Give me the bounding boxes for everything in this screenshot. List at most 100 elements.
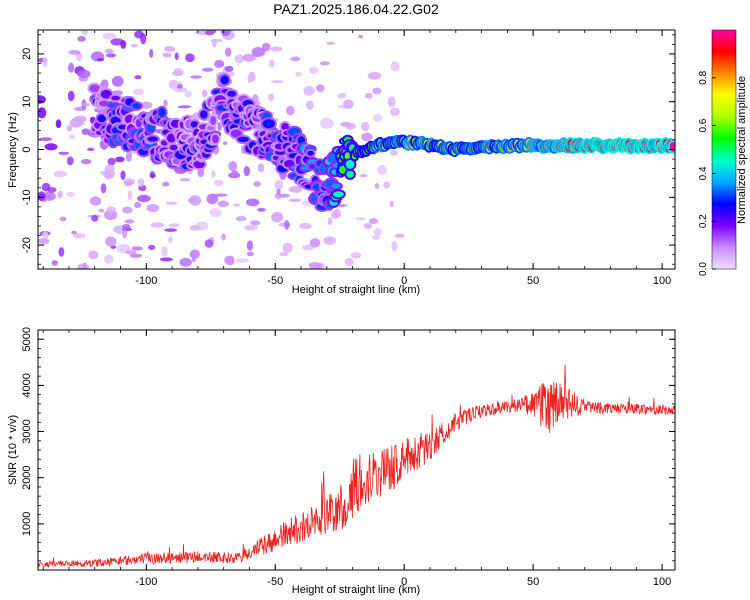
heatmap-blob xyxy=(251,47,266,57)
snr-y-label: SNR (10 * v/v) xyxy=(7,415,19,485)
heatmap-blob xyxy=(69,134,76,139)
spectrogram-heatmap xyxy=(38,30,675,269)
heatmap-blob xyxy=(111,75,124,87)
heatmap-blob xyxy=(125,250,137,255)
heatmap-blob xyxy=(68,50,81,55)
colorbar-tick-label: 0.8 xyxy=(698,70,709,84)
heatmap-blob xyxy=(140,33,147,45)
heatmap-blob xyxy=(163,46,176,52)
heatmap-blob xyxy=(246,240,254,251)
heatmap-blob xyxy=(168,79,179,90)
heatmap-blob xyxy=(333,191,344,198)
heatmap-blob xyxy=(38,107,47,119)
x-tick-label: -100 xyxy=(135,576,157,588)
heatmap-blob xyxy=(308,262,322,269)
heatmap-blob xyxy=(89,84,101,93)
heatmap-blob xyxy=(390,61,400,72)
heatmap-blob xyxy=(288,198,302,202)
heatmap-blob xyxy=(147,136,158,142)
heatmap-blob xyxy=(87,147,95,152)
heatmap-blob xyxy=(213,179,224,187)
heatmap-blob xyxy=(38,191,46,202)
heatmap-blob xyxy=(204,239,214,248)
heatmap-blob xyxy=(372,87,382,95)
colorbar-tick-label: 0.4 xyxy=(698,166,709,180)
heatmap-blob xyxy=(274,179,284,190)
heatmap-blob xyxy=(151,174,156,178)
colorbar: 0.0 0.2 0.4 0.6 0.8 Normalized spectral ampl… xyxy=(698,29,748,276)
heatmap-blob xyxy=(203,30,216,36)
y-tick-label: -20 xyxy=(21,237,33,253)
heatmap-blob xyxy=(250,220,261,226)
heatmap-blob xyxy=(211,170,216,178)
x-tick-label: -100 xyxy=(135,275,157,287)
heatmap-blob xyxy=(161,246,168,257)
heatmap-blob xyxy=(42,56,48,68)
colorbar-tick-label: 0.2 xyxy=(698,214,709,228)
heatmap-blob xyxy=(282,242,293,254)
heatmap-blob xyxy=(131,246,143,251)
heatmap-blob xyxy=(271,211,284,223)
heatmap-blob xyxy=(374,183,380,189)
heatmap-blob xyxy=(122,229,128,239)
heatmap-blob xyxy=(66,125,72,132)
heatmap-blob xyxy=(288,186,303,193)
heatmap-blob xyxy=(132,88,144,96)
heatmap-blob xyxy=(104,209,118,221)
heatmap-blob xyxy=(212,134,219,144)
heatmap-blob xyxy=(206,193,219,205)
heatmap-blob xyxy=(390,149,398,156)
heatmap-blob xyxy=(111,95,120,101)
heatmap-blob xyxy=(158,107,166,118)
heatmap-blob xyxy=(361,132,373,142)
heatmap-blob xyxy=(359,174,368,178)
heatmap-blob xyxy=(150,222,165,228)
heatmap-blob xyxy=(38,137,53,142)
heatmap-blob xyxy=(122,223,131,230)
heatmap-blob xyxy=(137,178,145,187)
heatmap-blob xyxy=(169,144,178,151)
heatmap-blob xyxy=(149,48,154,59)
heatmap-blob xyxy=(389,200,394,208)
heatmap-blob xyxy=(227,255,235,266)
heatmap-blob xyxy=(286,105,295,116)
heatmap-blob xyxy=(172,70,184,77)
heatmap-blob xyxy=(104,168,113,180)
heatmap-blob xyxy=(233,203,240,207)
heatmap-blob xyxy=(372,235,380,240)
heatmap-blob xyxy=(355,217,366,221)
heatmap-blob xyxy=(361,121,370,132)
heatmap-blob xyxy=(337,92,347,99)
heatmap-blob xyxy=(69,118,83,128)
heatmap-blob xyxy=(173,87,188,93)
heatmap-blob xyxy=(257,163,265,173)
heatmap-blob xyxy=(368,218,378,225)
heatmap-blob xyxy=(220,30,231,36)
heatmap-blob xyxy=(103,254,114,264)
spectrogram-y-label: Frequency (Hz) xyxy=(7,112,19,188)
y-tick-label: 1000 xyxy=(21,512,33,536)
heatmap-blob xyxy=(246,198,260,207)
heatmap-blob xyxy=(164,228,178,232)
heatmap-blob xyxy=(174,52,179,60)
colorbar-tick-label: 0.6 xyxy=(698,118,709,132)
heatmap-blob xyxy=(168,223,180,228)
heatmap-blob xyxy=(387,96,396,108)
heatmap-blob xyxy=(125,151,132,162)
snr-panel: -100 -50 0 50 100 1000 2000 3000 4000 5000 Heigh… xyxy=(7,327,676,596)
y-tick-label: 4000 xyxy=(21,373,33,397)
heatmap-blob xyxy=(88,250,99,260)
heatmap-blob xyxy=(210,38,223,43)
heatmap-blob xyxy=(190,75,203,79)
heatmap-blob xyxy=(102,32,117,40)
heatmap-blob xyxy=(319,118,334,129)
y-tick-label: 20 xyxy=(21,48,33,60)
colorbar-ticks: 0.0 0.2 0.4 0.6 0.8 xyxy=(698,70,716,276)
heatmap-blob xyxy=(115,156,125,163)
heatmap-blob xyxy=(246,251,254,257)
heatmap-blob xyxy=(343,99,354,109)
y-tick-label: 0 xyxy=(21,146,33,152)
heatmap-blob xyxy=(122,206,133,214)
spectrogram-x-ticks: -100 -50 0 50 100 xyxy=(42,30,671,287)
heatmap-blob xyxy=(220,75,229,85)
